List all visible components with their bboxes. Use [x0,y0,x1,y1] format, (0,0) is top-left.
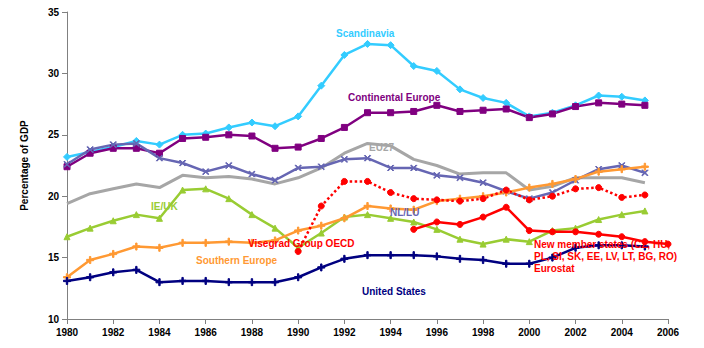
svg-text:Southern Europe: Southern Europe [196,255,278,266]
svg-text:35: 35 [48,7,60,18]
svg-text:IE/UK: IE/UK [151,201,178,212]
svg-text:2004: 2004 [611,327,634,338]
svg-text:New member states (CZ, HU,: New member states (CZ, HU, [534,239,673,250]
svg-text:1988: 1988 [241,327,264,338]
svg-text:Visegrad Group OECD: Visegrad Group OECD [248,238,355,249]
svg-text:Continental Europe: Continental Europe [348,92,441,103]
svg-text:1992: 1992 [333,327,356,338]
svg-text:10: 10 [48,314,60,325]
svg-text:Eurostat: Eurostat [534,263,575,274]
svg-text:NL/LU: NL/LU [390,207,419,218]
svg-text:1996: 1996 [426,327,449,338]
svg-text:1982: 1982 [102,327,125,338]
svg-text:25: 25 [48,129,60,140]
svg-text:2002: 2002 [564,327,587,338]
svg-text:20: 20 [48,191,60,202]
svg-text:PL, SI, SK, EE, LV, LT, BG, RO: PL, SI, SK, EE, LV, LT, BG, RO) [534,251,680,262]
svg-text:2006: 2006 [657,327,680,338]
svg-text:30: 30 [48,68,60,79]
svg-text:15: 15 [48,252,60,263]
svg-text:1980: 1980 [56,327,79,338]
svg-text:1984: 1984 [148,327,171,338]
svg-text:EU27: EU27 [369,142,394,153]
svg-text:Scandinavia: Scandinavia [336,28,395,39]
svg-text:1998: 1998 [472,327,495,338]
svg-text:1986: 1986 [195,327,218,338]
svg-text:United States: United States [362,286,426,297]
svg-text:2000: 2000 [518,327,541,338]
svg-text:1994: 1994 [379,327,402,338]
svg-text:Percentage of GDP: Percentage of GDP [19,120,30,211]
svg-text:1990: 1990 [287,327,310,338]
